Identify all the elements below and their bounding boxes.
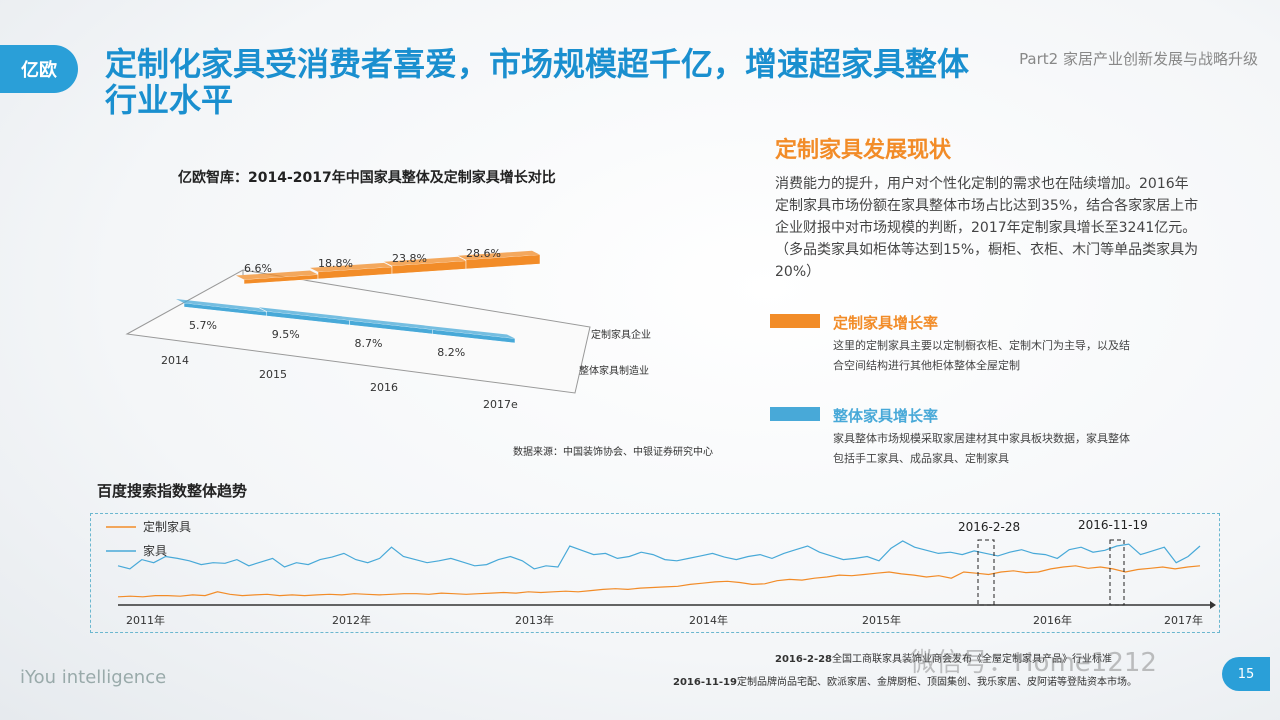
bar-top [424, 325, 515, 339]
x-tick-label: 2011年 [126, 613, 165, 627]
series-label: 整体家具制造业 [579, 364, 649, 377]
annotation-label: 2016-11-19 [1078, 518, 1148, 532]
page-title-line1: 定制化家具受消费者喜爱，市场规模超千亿，增速超家具整体 [105, 45, 970, 83]
note-1: 2016-2-28全国工商联家具装饰业商会发布《全屋定制家具产品》行业标准 [775, 650, 1112, 665]
bar-top [236, 270, 318, 280]
category-label: 2016 [370, 381, 398, 394]
bar-top [458, 250, 540, 260]
x-tick-label: 2016年 [1033, 613, 1072, 627]
data-label: 28.6% [466, 247, 501, 260]
line-chart-title: 百度搜索指数整体趋势 [97, 482, 248, 500]
x-tick-label: 2012年 [332, 613, 371, 627]
data-label: 6.6% [244, 262, 272, 275]
chart-source: 数据来源：中国装饰协会、中银证券研究中心 [513, 447, 713, 458]
x-axis-arrow [1210, 601, 1216, 609]
section-title: 定制家具发展现状 [775, 138, 952, 163]
legend-desc-furniture: 家具整体市场规模采取家居建材其中家具板块数据，家具整体包括手工家具、成品家具、定… [833, 432, 1130, 465]
bar-top [258, 307, 350, 321]
note-date: 2016-2-28 [775, 654, 833, 665]
data-label: 18.8% [318, 257, 353, 270]
legend-label-furniture: 家具 [143, 543, 167, 558]
chart-floor [125, 269, 591, 394]
series-line-furniture [117, 540, 1201, 570]
part-label: Part2 家居产业创新发展与战略升级 [1019, 50, 1258, 68]
annotation-label: 2016-2-28 [958, 520, 1020, 534]
x-tick-label: 2015年 [862, 613, 901, 627]
x-tick-label: 2013年 [515, 613, 554, 627]
data-label: 9.5% [272, 328, 300, 341]
line-chart-frame [90, 513, 1220, 633]
legend-desc-custom: 这里的定制家具主要以定制橱衣柜、定制木门为主导，以及结合空间结构进行其他柜体整体… [833, 339, 1130, 372]
x-tick-label: 2014年 [689, 613, 728, 627]
logo: 亿欧 [0, 45, 78, 93]
category-label: 2015 [259, 368, 287, 381]
legend-swatch-furniture [770, 407, 820, 421]
page-number: 15 [1222, 657, 1270, 691]
bar-top [341, 316, 433, 330]
watermark: 微信号：Home1212 [910, 648, 1157, 678]
page-title: 定制化家具受消费者喜爱，市场规模超千亿，增速超家具整体 行业水平 [105, 46, 1005, 118]
data-label: 8.7% [355, 337, 383, 350]
series-label: 定制家具企业 [591, 328, 651, 341]
legend-swatch-custom [770, 314, 820, 328]
data-label: 8.2% [437, 346, 465, 359]
bar-top [310, 262, 392, 272]
bar-top [384, 256, 466, 266]
legend-title-furniture: 整体家具增长率 [833, 407, 939, 425]
series-line-custom [117, 565, 1201, 598]
data-label: 5.7% [189, 319, 217, 332]
legend-label-custom: 定制家具 [143, 519, 191, 534]
category-label: 2014 [161, 354, 189, 367]
bar-top [176, 298, 267, 312]
legend-title-custom: 定制家具增长率 [833, 314, 939, 332]
note-date: 2016-11-19 [673, 677, 737, 688]
x-tick-label: 2017年 [1164, 613, 1203, 627]
section-body: 消费能力的提升，用户对个性化定制的需求也在陆续增加。2016年定制家具市场份额在… [775, 176, 1199, 280]
page-title-line2: 行业水平 [105, 81, 234, 119]
footer-brand: iYou intelligence [20, 667, 167, 688]
annotation-box [977, 539, 995, 606]
note-text: 全国工商联家具装饰业商会发布《全屋定制家具产品》行业标准 [832, 654, 1113, 665]
category-label: 2017e [483, 398, 518, 411]
annotation-box [1109, 539, 1125, 606]
data-label: 23.8% [392, 252, 427, 265]
note-2: 2016-11-19定制品牌尚品宅配、欧派家居、金牌厨柜、顶固集创、我乐家居、皮… [673, 673, 1137, 688]
logo-text: 亿欧 [21, 60, 57, 81]
bar-chart-title: 亿欧智库：2014-2017年中国家具整体及定制家具增长对比 [178, 170, 556, 186]
note-text: 定制品牌尚品宅配、欧派家居、金牌厨柜、顶固集创、我乐家居、皮阿诺等登陆资本市场。 [736, 677, 1137, 688]
